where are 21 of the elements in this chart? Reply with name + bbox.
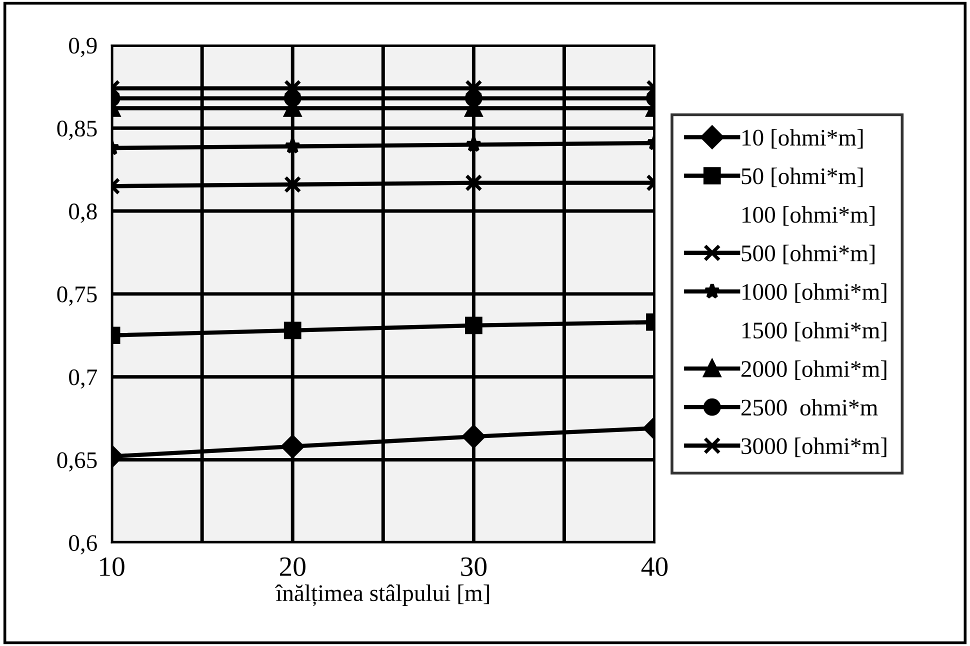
legend-label: 2500 ohmi*m (741, 398, 878, 416)
y-tick-label: 0,75 (57, 286, 97, 306)
x-tick-label: 20 (280, 557, 306, 576)
x-tick-label: 40 (641, 557, 668, 576)
legend-label: 2000 [ohmi*m] (741, 360, 886, 380)
y-tick-label: 0,85 (57, 120, 97, 140)
x-tick-label: 10 (100, 557, 124, 576)
legend-label: 1000 [ohmi*m] (742, 283, 886, 303)
legend-label: 500 [ohmi*m] (742, 244, 874, 264)
y-tick-label: 0,6 (69, 535, 97, 554)
y-tick-label: 0,8 (69, 204, 97, 223)
legend-label: 10 [ohmi*m] (742, 129, 863, 149)
legend-label: 50 [ohmi*m] (742, 168, 863, 188)
y-tick-label: 0,65 (57, 452, 97, 472)
y-tick-label: 0,9 (69, 38, 97, 58)
legend-label: 3000 [ohmi*m] (742, 438, 886, 458)
x-axis-title: înălțimea stâlpului [m] (275, 584, 489, 606)
text: 100 [ohmi*m] (742, 206, 874, 226)
text: 1500 [ohmi*m] (742, 322, 886, 342)
x-tick-label: 30 (461, 557, 487, 576)
y-tick-label: 0,7 (69, 369, 97, 389)
